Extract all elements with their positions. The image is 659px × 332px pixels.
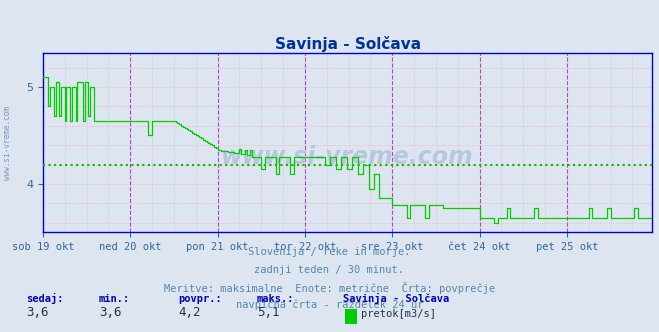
Text: Slovenija / reke in morje.: Slovenija / reke in morje. bbox=[248, 247, 411, 257]
Text: 3,6: 3,6 bbox=[99, 306, 121, 319]
Text: Meritve: maksimalne  Enote: metrične  Črta: povprečje: Meritve: maksimalne Enote: metrične Črta… bbox=[164, 282, 495, 294]
Text: maks.:: maks.: bbox=[257, 294, 295, 304]
Text: povpr.:: povpr.: bbox=[178, 294, 221, 304]
Text: Savinja - Solčava: Savinja - Solčava bbox=[343, 293, 449, 304]
Text: 3,6: 3,6 bbox=[26, 306, 49, 319]
Text: min.:: min.: bbox=[99, 294, 130, 304]
Text: zadnji teden / 30 minut.: zadnji teden / 30 minut. bbox=[254, 265, 405, 275]
Text: navpična črta - razdelek 24 ur: navpična črta - razdelek 24 ur bbox=[236, 299, 423, 310]
Text: www.si-vreme.com: www.si-vreme.com bbox=[221, 145, 474, 169]
Text: www.si-vreme.com: www.si-vreme.com bbox=[3, 106, 13, 180]
Text: 5,1: 5,1 bbox=[257, 306, 279, 319]
Text: pretok[m3/s]: pretok[m3/s] bbox=[361, 309, 436, 319]
Text: sedaj:: sedaj: bbox=[26, 293, 64, 304]
Text: 4,2: 4,2 bbox=[178, 306, 200, 319]
Title: Savinja - Solčava: Savinja - Solčava bbox=[275, 36, 420, 52]
